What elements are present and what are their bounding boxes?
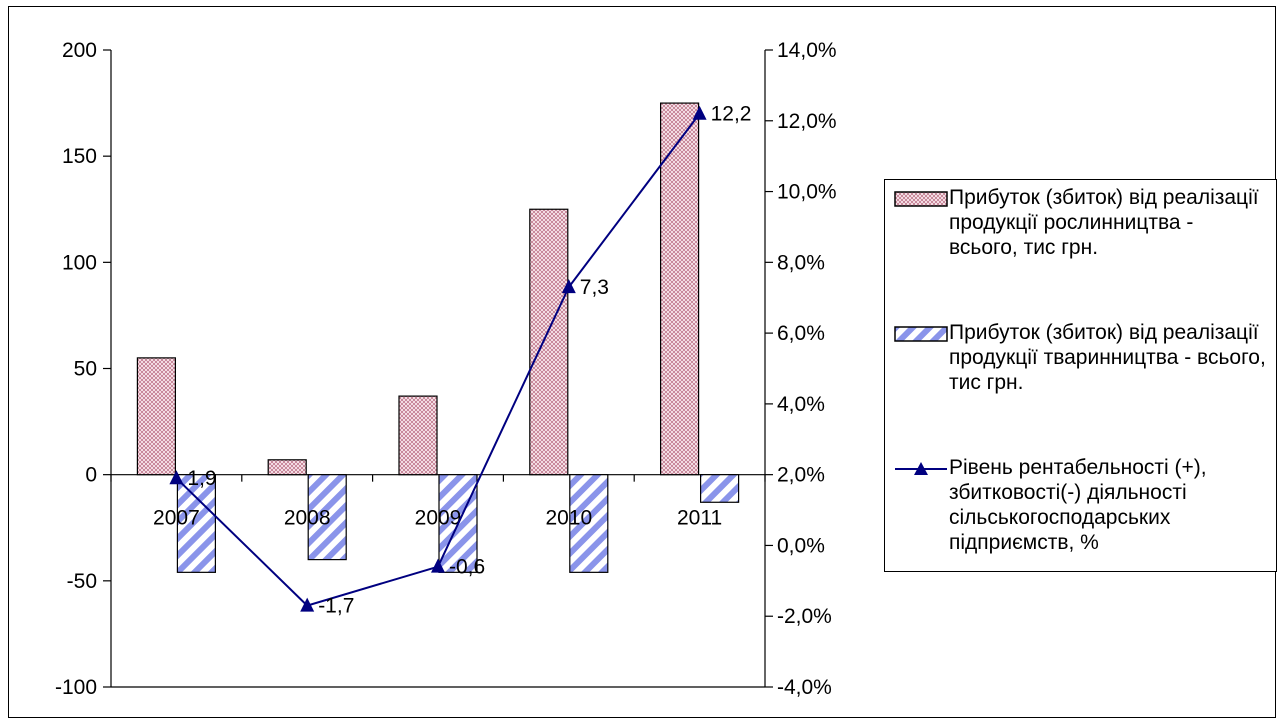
combo-chart: 200 150 100 50 0 -50 -100 14,0% 12,0% 10,0% 8,0% 6,… <box>55 39 837 699</box>
data-label-2011: 12,2 <box>711 103 752 126</box>
left-axis-tick-label: 0 <box>85 464 97 487</box>
category-label-2007: 2007 <box>153 507 200 530</box>
legend-label-crops: Прибуток (збиток) від реалізації продукц… <box>949 186 1259 259</box>
category-label-2009: 2009 <box>415 507 462 530</box>
bar-crops-2009 <box>398 395 438 476</box>
right-axis-tick-label: -2,0% <box>777 605 832 628</box>
profitability-line <box>175 113 701 607</box>
category-label-2011: 2011 <box>677 507 722 530</box>
profitability-marker-2007 <box>169 470 184 485</box>
legend-label-livestock: Прибуток (збиток) від реалізації продукц… <box>949 321 1266 394</box>
data-label-2009: -0,6 <box>449 556 485 579</box>
right-axis-tick-label: 10,0% <box>777 181 837 204</box>
chart-area: 200 150 100 50 0 -50 -100 14,0% 12,0% 10,0% 8,0% 6,… <box>8 6 1277 718</box>
data-label-2010: 7,3 <box>580 276 609 299</box>
bar-livestock-2007 <box>176 474 216 573</box>
data-label-2008: -1,7 <box>318 595 354 618</box>
right-axis-tick-label: 2,0% <box>777 464 825 487</box>
right-axis-tick-label: -4,0% <box>777 676 832 699</box>
right-axis-tick-label: 6,0% <box>777 322 825 345</box>
legend-line-profitability <box>895 462 947 475</box>
legend: Прибуток (збиток) від реалізації продукц… <box>884 179 1277 572</box>
left-axis-tick-label: 50 <box>74 358 97 381</box>
data-label-2007: 1,9 <box>187 467 216 490</box>
right-axis-tick-label: 14,0% <box>777 39 837 62</box>
profitability-marker-2009 <box>431 558 445 573</box>
bar-livestock-2008 <box>307 474 347 561</box>
legend-swatch-livestock <box>894 326 948 342</box>
left-axis-tick-label: 150 <box>62 145 97 168</box>
profitability-marker-2011 <box>692 105 707 120</box>
bar-livestock-2011 <box>699 474 740 503</box>
bar-crops-2010 <box>529 208 569 476</box>
bar-crops-2008 <box>267 459 307 476</box>
profitability-marker-2008 <box>300 597 315 612</box>
legend-swatch-crops <box>894 191 948 207</box>
right-axis-tick-label: 8,0% <box>777 251 825 274</box>
category-label-2008: 2008 <box>284 507 331 530</box>
bar-crops-2007 <box>136 357 176 476</box>
left-axis-tick-label: -100 <box>55 676 97 699</box>
right-axis-tick-label: 12,0% <box>777 110 837 133</box>
category-label-2010: 2010 <box>545 507 592 530</box>
bar-livestock-2010 <box>569 474 609 573</box>
bar-crops-2011 <box>659 102 700 476</box>
right-axis-tick-label: 4,0% <box>777 393 825 416</box>
legend-label-profitability: Рівень рентабельності (+), збитковості(-… <box>949 456 1207 554</box>
left-axis-tick-label: 100 <box>62 251 97 274</box>
left-axis-tick-label: -50 <box>67 570 97 593</box>
right-axis-tick-label: 0,0% <box>777 534 825 557</box>
left-axis-tick-label: 200 <box>62 39 97 62</box>
profitability-marker-2010 <box>561 279 576 294</box>
